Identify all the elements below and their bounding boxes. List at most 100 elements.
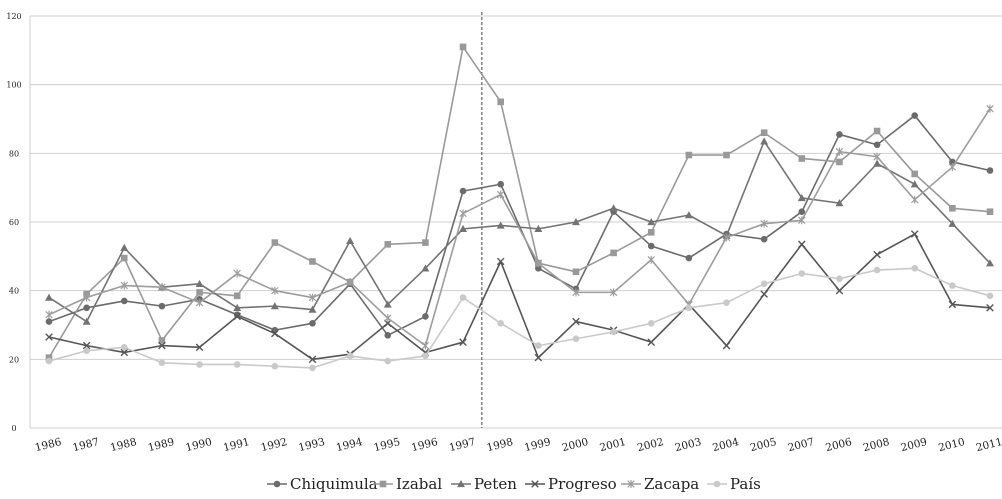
- data-point: [459, 209, 467, 218]
- data-point: [158, 341, 166, 350]
- data-point: [158, 283, 166, 292]
- data-point: [308, 355, 317, 364]
- data-point: [384, 241, 392, 248]
- data-point: [379, 480, 387, 488]
- x-tick-label: 1998: [486, 436, 515, 454]
- data-point: [760, 235, 768, 243]
- data-point: [82, 293, 91, 302]
- data-point: [233, 303, 242, 312]
- data-point: [158, 337, 166, 344]
- x-tick-label: 2008: [862, 436, 891, 454]
- x-tick-label: 2009: [900, 436, 929, 454]
- data-point: [384, 314, 392, 323]
- legend-label: Izabal: [396, 475, 442, 493]
- series-izabal: [45, 43, 994, 361]
- data-point: [760, 290, 768, 298]
- data-point: [647, 255, 655, 264]
- data-point: [346, 278, 354, 287]
- x-tick-label: 1997: [448, 436, 477, 454]
- data-point: [120, 297, 128, 305]
- x-tick-label: 2010: [937, 436, 966, 454]
- data-point: [82, 341, 91, 350]
- data-point: [760, 280, 768, 288]
- data-point: [760, 137, 769, 145]
- data-point: [722, 233, 731, 242]
- x-tick-label: 2000: [561, 436, 590, 454]
- data-point: [798, 270, 806, 277]
- data-point: [308, 293, 317, 302]
- data-point: [496, 257, 505, 266]
- data-point: [610, 249, 617, 257]
- data-point: [835, 199, 844, 207]
- legend-label: Zacapa: [644, 475, 699, 493]
- x-tick-label: 2003: [674, 436, 703, 454]
- series-layer: [45, 43, 994, 372]
- data-point: [83, 347, 90, 355]
- data-point: [120, 348, 129, 357]
- data-point: [309, 258, 316, 265]
- data-point: [873, 141, 881, 149]
- data-point: [609, 288, 618, 297]
- axis-layer: 0 20 40 60 80 100 120 1986 1987 1988 1989 1990 1991 1…: [6, 12, 1002, 454]
- x-tick-label: 2002: [636, 436, 665, 454]
- data-point: [949, 204, 956, 212]
- data-point: [383, 300, 392, 308]
- y-tick-label: 100: [6, 81, 21, 90]
- data-point: [459, 187, 467, 195]
- data-point: [535, 342, 542, 349]
- data-point: [647, 229, 655, 236]
- y-tick-label: 0: [11, 424, 16, 433]
- data-point: [45, 357, 53, 365]
- data-point: [309, 319, 316, 327]
- data-point: [195, 298, 204, 307]
- series-line: [48, 233, 991, 361]
- data-point: [497, 180, 504, 188]
- data-point: [534, 224, 543, 233]
- y-tick-label: 80: [9, 149, 19, 158]
- series-line: [48, 46, 991, 359]
- data-point: [948, 219, 957, 227]
- data-point: [986, 104, 994, 113]
- series-país: [45, 265, 994, 372]
- data-point: [459, 294, 467, 301]
- x-tick-label: 2005: [749, 436, 778, 454]
- data-point: [422, 352, 429, 360]
- data-point: [422, 239, 429, 246]
- legend-label: Peten: [474, 475, 517, 493]
- data-point: [647, 319, 655, 327]
- data-point: [497, 98, 504, 106]
- data-point: [610, 328, 617, 336]
- data-point: [82, 317, 91, 325]
- data-point: [271, 329, 279, 338]
- data-point: [196, 289, 203, 296]
- data-point: [158, 359, 166, 367]
- data-point: [120, 344, 128, 351]
- data-point: [45, 310, 53, 319]
- data-point: [496, 221, 505, 229]
- data-point: [911, 265, 919, 272]
- data-point: [534, 259, 543, 268]
- legend-item: Peten: [451, 475, 517, 493]
- data-point: [572, 218, 580, 226]
- data-point: [760, 129, 768, 137]
- legend-item: Zacapa: [621, 475, 699, 493]
- data-point: [572, 268, 580, 276]
- x-tick-label: 2011: [975, 436, 1002, 454]
- legend-item: País: [707, 475, 761, 493]
- data-point: [836, 131, 843, 138]
- series-line: [48, 267, 991, 369]
- x-tick-label: 1991: [222, 436, 251, 454]
- data-point: [45, 318, 53, 325]
- legend-item: Izabal: [373, 475, 442, 493]
- y-tick-label: 40: [9, 287, 19, 296]
- data-point: [836, 158, 843, 166]
- data-point: [797, 194, 806, 202]
- x-tick-label: 1990: [184, 436, 213, 454]
- series-peten: [45, 137, 994, 325]
- x-tick-label: 1989: [147, 436, 176, 454]
- data-point: [271, 286, 279, 295]
- data-point: [120, 243, 129, 251]
- data-point: [723, 151, 730, 159]
- data-point: [459, 43, 467, 51]
